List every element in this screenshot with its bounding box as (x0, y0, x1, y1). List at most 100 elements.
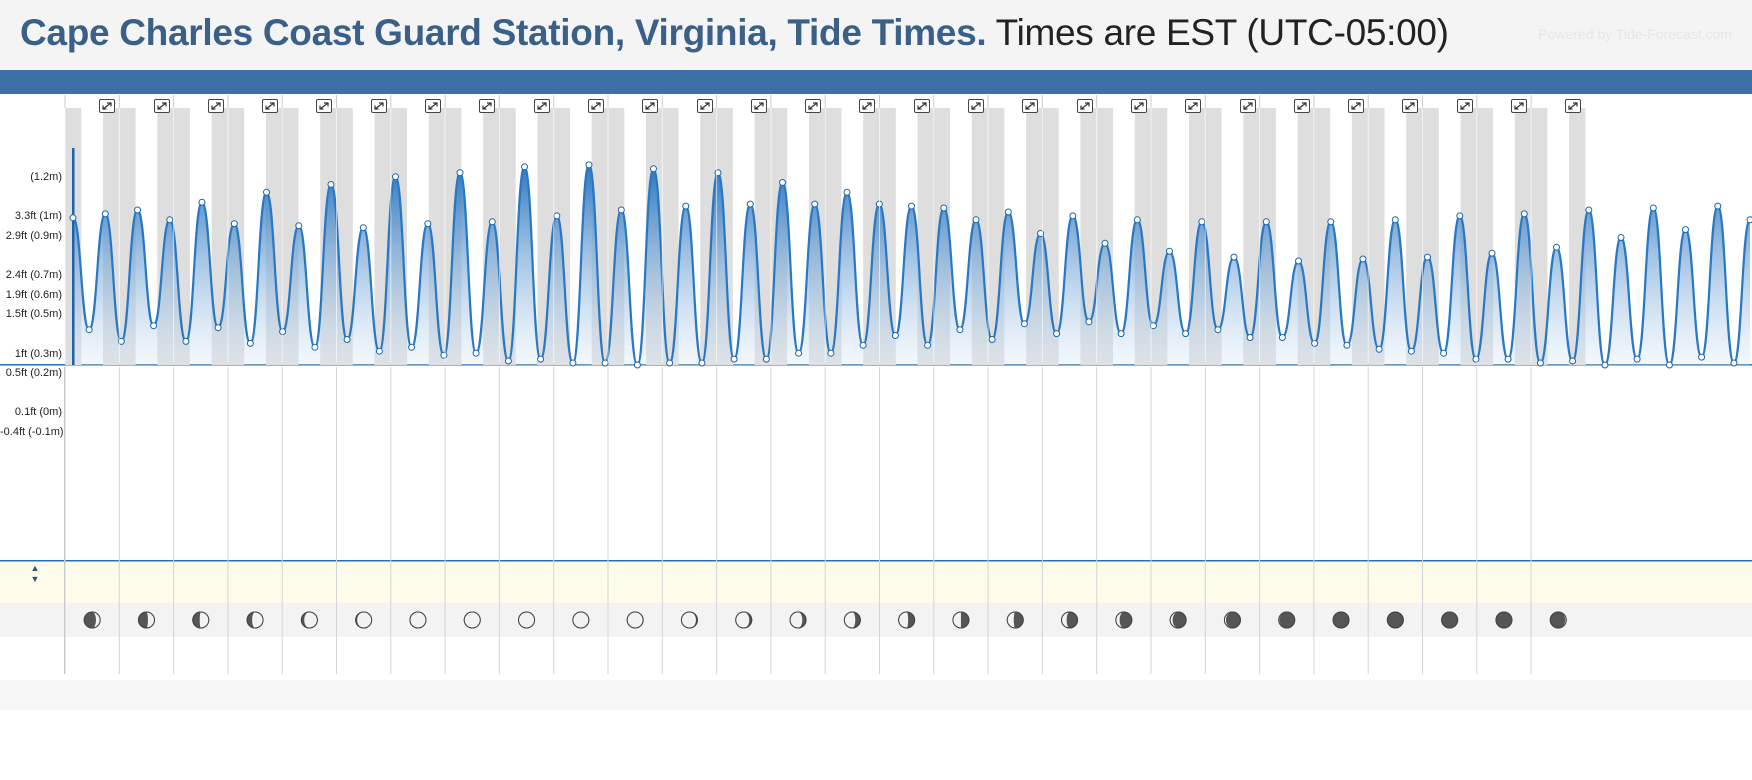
column-separator (498, 367, 500, 674)
expand-icon[interactable] (425, 99, 442, 113)
low-tide-cell (1097, 462, 1151, 559)
expand-icon[interactable] (1402, 99, 1419, 113)
sun-cell (65, 565, 119, 603)
tide-point (488, 218, 496, 226)
sun-cell (1477, 565, 1531, 603)
moon-outline (1278, 611, 1296, 629)
sun-cell (391, 565, 445, 603)
date-header (337, 70, 391, 94)
column-separator (1530, 95, 1532, 108)
moon-times-cell (554, 637, 608, 674)
expand-icon[interactable] (533, 99, 550, 113)
expand-icon[interactable] (1130, 99, 1147, 113)
night-band (499, 108, 516, 365)
column-separator (227, 95, 229, 108)
day-of-week-cell (1151, 95, 1205, 117)
day-of-week-cell (391, 95, 445, 117)
column-separator (716, 108, 718, 363)
moon-lit-part (572, 612, 589, 628)
expand-icon[interactable] (750, 99, 767, 113)
expand-icon[interactable] (913, 99, 930, 113)
expand-icon[interactable] (479, 99, 496, 113)
expand-icon[interactable] (1185, 99, 1202, 113)
column-separator (390, 95, 392, 108)
tide-point (1424, 253, 1431, 261)
tide-point (811, 200, 819, 208)
column-separator (173, 108, 175, 363)
tide-point (1553, 243, 1560, 251)
moonset-time (174, 637, 228, 656)
date-header (65, 70, 119, 94)
expand-icon[interactable] (153, 99, 170, 113)
column-separator (64, 95, 66, 108)
expand-icon[interactable] (1076, 99, 1093, 113)
moon-times-cell (1042, 637, 1096, 674)
tide-point (682, 202, 690, 210)
column-separator (1313, 95, 1315, 108)
y-axis-label: 1.5ft (0.5m) (5, 308, 62, 321)
column-separator (173, 367, 175, 674)
expand-icon[interactable] (316, 99, 333, 113)
moon-lit-part (1170, 612, 1179, 628)
high-tide-cell (988, 367, 1042, 461)
expand-icon[interactable] (1348, 99, 1365, 113)
column-separator (281, 108, 283, 363)
y-axis-label: 0.5ft (0.2m) (5, 367, 62, 380)
moon-lit-part (898, 612, 909, 628)
sun-up-arrow: ▲ (30, 563, 40, 573)
expand-icon[interactable] (99, 99, 116, 113)
expand-icon[interactable] (1022, 99, 1039, 113)
moon-lit-part (1061, 612, 1070, 628)
moonset-time (1097, 637, 1151, 656)
expand-icon[interactable] (805, 99, 822, 113)
moon-times-cell (391, 637, 445, 674)
high-tide-cell (934, 367, 988, 461)
column-separator (716, 367, 718, 674)
low-tide-cell (174, 462, 228, 559)
high-tide-cell (1151, 367, 1205, 461)
moon-times-cell (1477, 637, 1531, 674)
moonset-time (282, 637, 336, 656)
sun-top-line (0, 560, 1752, 562)
expand-icon[interactable] (1293, 99, 1310, 113)
moonset-time (1151, 637, 1205, 656)
column-separator (824, 367, 826, 674)
expand-icon[interactable] (1511, 99, 1528, 113)
tide-point (166, 216, 174, 224)
expand-icon[interactable] (859, 99, 876, 113)
tide-point (698, 359, 706, 367)
expand-icon[interactable] (968, 99, 985, 113)
high-tide-cell (771, 367, 825, 461)
moon-outline (735, 611, 753, 629)
expand-icon[interactable] (262, 99, 279, 113)
high-tide-cell (499, 367, 553, 461)
tide-point (795, 349, 803, 357)
column-separator (1041, 108, 1043, 363)
sun-cell (608, 565, 662, 603)
moon-outline (572, 611, 590, 629)
tide-point (69, 214, 77, 222)
high-tide-cell (65, 367, 119, 461)
moon-outline (355, 611, 373, 629)
tide-point (1085, 318, 1093, 326)
column-separator (661, 108, 663, 363)
expand-icon[interactable] (1565, 99, 1582, 113)
expand-icon[interactable] (1239, 99, 1256, 113)
sun-cell (337, 565, 391, 603)
footer (0, 680, 1752, 710)
expand-icon[interactable] (642, 99, 659, 113)
tide-point (1665, 361, 1673, 369)
date-header (1097, 70, 1151, 94)
column-separator (1476, 108, 1478, 363)
column-separator (607, 367, 609, 674)
column-separator (498, 95, 500, 108)
column-separator (987, 95, 989, 108)
tide-point (1504, 355, 1512, 363)
expand-icon[interactable] (370, 99, 387, 113)
expand-icon[interactable] (696, 99, 713, 113)
expand-icon[interactable] (1456, 99, 1473, 113)
expand-icon[interactable] (207, 99, 224, 113)
high-tide-cell (282, 367, 336, 461)
date-header (119, 70, 173, 94)
expand-icon[interactable] (587, 99, 604, 113)
